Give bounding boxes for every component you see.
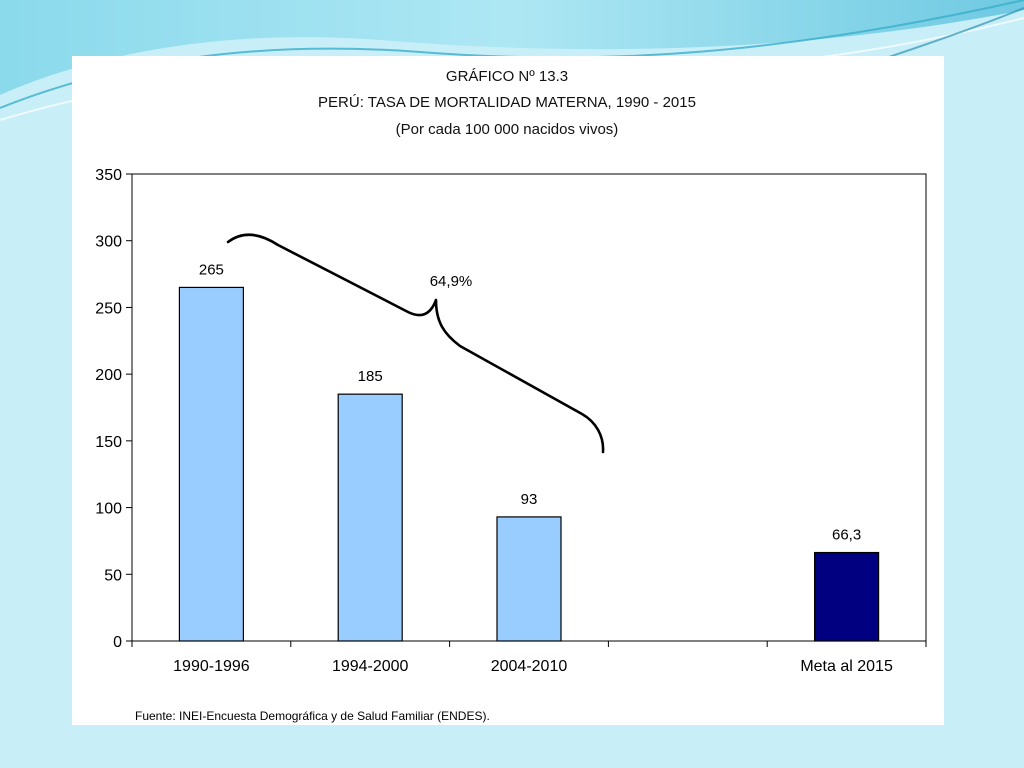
data-labels: 265 185 93 66,3 [199, 261, 861, 543]
y-tick-label: 200 [95, 367, 122, 384]
bar-value-label: 265 [199, 261, 224, 278]
x-category-label: 2004-2010 [491, 658, 568, 675]
x-category-label: 1994-2000 [332, 658, 409, 675]
bar-1994-2000 [337, 393, 403, 642]
x-axis: 1990-1996 1994-2000 2004-2010 Meta al 2015 [131, 641, 927, 675]
figure-title-line-1: GRÁFICO Nº 13.3 [446, 68, 568, 85]
slide-wave-top [0, 0, 1024, 95]
bar-value-label: 185 [358, 368, 383, 385]
y-tick-label: 100 [95, 501, 122, 518]
x-category-label: 1990-1996 [173, 658, 250, 675]
slide-wave-line-3 [879, 7, 1024, 61]
figure-title-line-2: PERÚ: TASA DE MORTALIDAD MATERNA, 1990 -… [318, 94, 696, 111]
y-tick-label: 350 [95, 167, 122, 184]
bar-1990-1996 [178, 286, 244, 642]
bar-series [178, 286, 880, 642]
y-tick-label: 250 [95, 300, 122, 317]
source-note: Fuente: INEI-Encuesta Demográfica y de S… [135, 709, 490, 723]
bar-value-label: 66,3 [832, 527, 861, 544]
bar-meta-al-2015 [813, 551, 880, 642]
y-tick-label: 300 [95, 234, 122, 251]
x-category-label: Meta al 2015 [800, 658, 893, 675]
bar-2004-2010 [496, 516, 562, 642]
y-axis: 0 50 100 150 200 250 300 350 [95, 167, 132, 651]
figure-title-line-3: (Por cada 100 000 nacidos vivos) [396, 121, 619, 138]
reduction-brace [226, 233, 605, 454]
y-tick-label: 50 [104, 567, 122, 584]
y-tick-label: 150 [95, 434, 122, 451]
y-tick-label: 0 [113, 634, 122, 651]
reduction-annotation: 64,9% [430, 273, 473, 290]
bar-value-label: 93 [521, 491, 538, 508]
